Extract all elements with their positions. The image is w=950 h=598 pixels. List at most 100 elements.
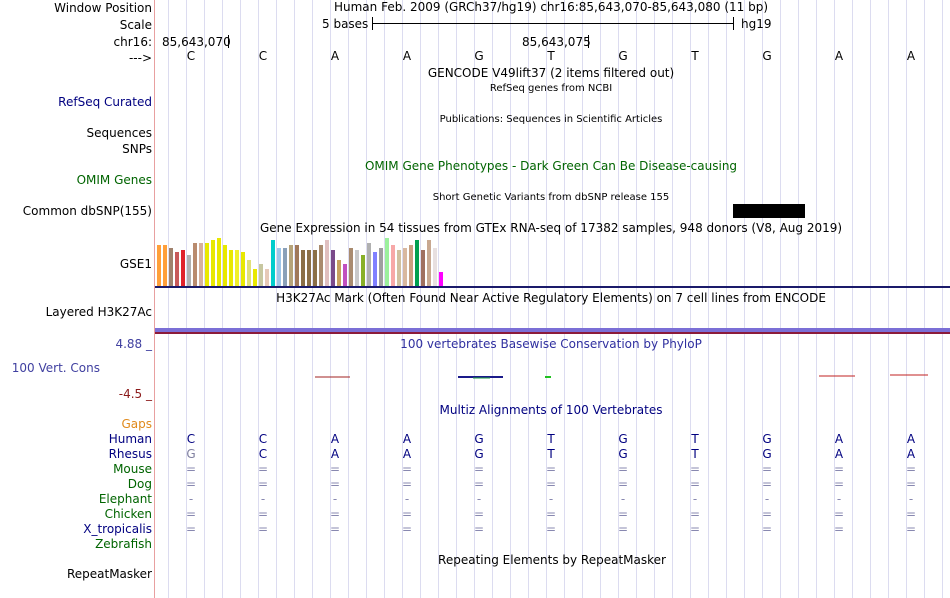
alignment-base: G — [474, 447, 484, 461]
gtex-tissue-bar[interactable] — [157, 245, 161, 286]
gtex-tissue-bar[interactable] — [277, 248, 281, 286]
h3k27-baseline — [155, 332, 950, 334]
gtex-tissue-bar[interactable] — [247, 260, 251, 286]
gtex-tissue-bar[interactable] — [235, 250, 239, 286]
gtex-tissue-bar[interactable] — [283, 248, 287, 286]
gtex-tissue-bar[interactable] — [355, 250, 359, 286]
gtex-tissue-bar[interactable] — [415, 240, 419, 286]
species-label[interactable]: Chicken — [104, 507, 152, 521]
gtex-tissue-bar[interactable] — [319, 245, 323, 286]
species-label[interactable]: X_tropicalis — [83, 522, 152, 536]
alignment-base: = — [905, 462, 917, 476]
alignment-base: = — [473, 462, 485, 476]
base-letter: T — [547, 49, 555, 63]
gtex-tissue-bar[interactable] — [229, 250, 233, 286]
dbsnp-title[interactable]: Short Genetic Variants from dbSNP releas… — [432, 192, 670, 203]
gtex-tissue-bar[interactable] — [427, 240, 431, 286]
base-letter: A — [834, 49, 844, 63]
gtex-tissue-bar[interactable] — [379, 248, 383, 286]
phylop-signal[interactable] — [155, 370, 950, 384]
gtex-tissue-bar[interactable] — [439, 272, 443, 286]
gtex-tissue-bar[interactable] — [271, 240, 275, 286]
gtex-bar-chart[interactable] — [155, 236, 535, 286]
gtex-tissue-bar[interactable] — [205, 243, 209, 286]
alignment-base: G — [762, 432, 772, 446]
label-dbsnp[interactable]: Common dbSNP(155) — [22, 204, 152, 218]
label-vert-cons[interactable]: 100 Vert. Cons — [11, 361, 100, 375]
gtex-tissue-bar[interactable] — [259, 264, 263, 286]
gtex-tissue-bar[interactable] — [373, 252, 377, 286]
species-label[interactable]: Human — [108, 432, 152, 446]
gtex-tissue-bar[interactable] — [325, 240, 329, 286]
base-letter: C — [258, 49, 268, 63]
repeat-title[interactable]: Repeating Elements by RepeatMasker — [438, 553, 666, 567]
gtex-tissue-bar[interactable] — [367, 243, 371, 286]
label-h3k27[interactable]: Layered H3K27Ac — [45, 305, 152, 319]
gtex-tissue-bar[interactable] — [409, 245, 413, 286]
gtex-tissue-bar[interactable] — [295, 245, 299, 286]
gtex-tissue-bar[interactable] — [265, 269, 269, 286]
alignment-base: = — [185, 507, 197, 521]
omim-title[interactable]: OMIM Gene Phenotypes - Dark Green Can Be… — [364, 159, 738, 173]
gtex-tissue-bar[interactable] — [223, 245, 227, 286]
gtex-tissue-bar[interactable] — [193, 243, 197, 286]
gtex-tissue-bar[interactable] — [163, 245, 167, 286]
gtex-tissue-bar[interactable] — [397, 250, 401, 286]
gtex-tissue-bar[interactable] — [301, 250, 305, 286]
species-label[interactable]: Zebrafish — [95, 537, 152, 551]
base-letter: A — [906, 49, 916, 63]
alignment-base: = — [617, 507, 629, 521]
label-omim[interactable]: OMIM Genes — [76, 173, 152, 187]
gtex-tissue-bar[interactable] — [169, 248, 173, 286]
gtex-tissue-bar[interactable] — [343, 264, 347, 286]
label-refseq[interactable]: RefSeq Curated — [58, 95, 152, 109]
h3k27-signal[interactable] — [155, 328, 950, 332]
multiz-title[interactable]: Multiz Alignments of 100 Vertebrates — [439, 403, 663, 417]
gtex-tissue-bar[interactable] — [337, 260, 341, 286]
gtex-tissue-bar[interactable] — [349, 248, 353, 286]
gtex-tissue-bar[interactable] — [217, 238, 221, 286]
gtex-tissue-bar[interactable] — [289, 245, 293, 286]
label-repeatmasker[interactable]: RepeatMasker — [66, 567, 152, 581]
gtex-tissue-bar[interactable] — [175, 252, 179, 286]
species-label[interactable]: Mouse — [113, 462, 152, 476]
gtex-tissue-bar[interactable] — [253, 269, 257, 286]
species-label[interactable]: Rhesus — [108, 447, 152, 461]
species-label[interactable]: Dog — [127, 477, 152, 491]
refseq-title[interactable]: RefSeq genes from NCBI — [489, 83, 613, 94]
alignment-base: - — [476, 492, 482, 506]
phylop-title[interactable]: 100 vertebrates Basewise Conservation by… — [400, 337, 702, 351]
alignment-base: = — [401, 462, 413, 476]
gtex-tissue-bar[interactable] — [241, 252, 245, 286]
gtex-tissue-bar[interactable] — [385, 238, 389, 286]
species-label[interactable]: Elephant — [98, 492, 152, 506]
label-gse1[interactable]: GSE1 — [119, 257, 152, 271]
gtex-tissue-bar[interactable] — [199, 243, 203, 286]
label-gaps[interactable]: Gaps — [121, 417, 152, 431]
publications-title[interactable]: Publications: Sequences in Scientific Ar… — [439, 114, 663, 125]
gtex-tissue-bar[interactable] — [307, 250, 311, 286]
gtex-tissue-bar[interactable] — [361, 255, 365, 286]
label-cons-top: 4.88 _ — [115, 337, 152, 351]
gtex-tissue-bar[interactable] — [331, 250, 335, 286]
gtex-tissue-bar[interactable] — [421, 250, 425, 286]
label-sequences[interactable]: Sequences — [86, 126, 152, 140]
h3k27-title[interactable]: H3K27Ac Mark (Often Found Near Active Re… — [276, 291, 826, 305]
gtex-tissue-bar[interactable] — [433, 248, 437, 286]
alignment-base: - — [188, 492, 194, 506]
alignment-base: = — [761, 477, 773, 491]
alignment-base: - — [548, 492, 554, 506]
dbsnp-variant-block[interactable] — [733, 204, 805, 218]
gtex-tissue-bar[interactable] — [403, 248, 407, 286]
alignment-base: = — [833, 522, 845, 536]
gtex-tissue-bar[interactable] — [391, 245, 395, 286]
gtex-tissue-bar[interactable] — [211, 240, 215, 286]
label-snps[interactable]: SNPs — [122, 142, 152, 156]
gtex-tissue-bar[interactable] — [181, 250, 185, 286]
gtex-title[interactable]: Gene Expression in 54 tissues from GTEx … — [259, 221, 843, 235]
gtex-tissue-bar[interactable] — [187, 255, 191, 286]
gtex-tissue-bar[interactable] — [313, 250, 317, 286]
alignment-base: C — [258, 447, 268, 461]
gencode-title[interactable]: GENCODE V49lift37 (2 items filtered out) — [427, 66, 675, 80]
alignment-base: = — [761, 522, 773, 536]
